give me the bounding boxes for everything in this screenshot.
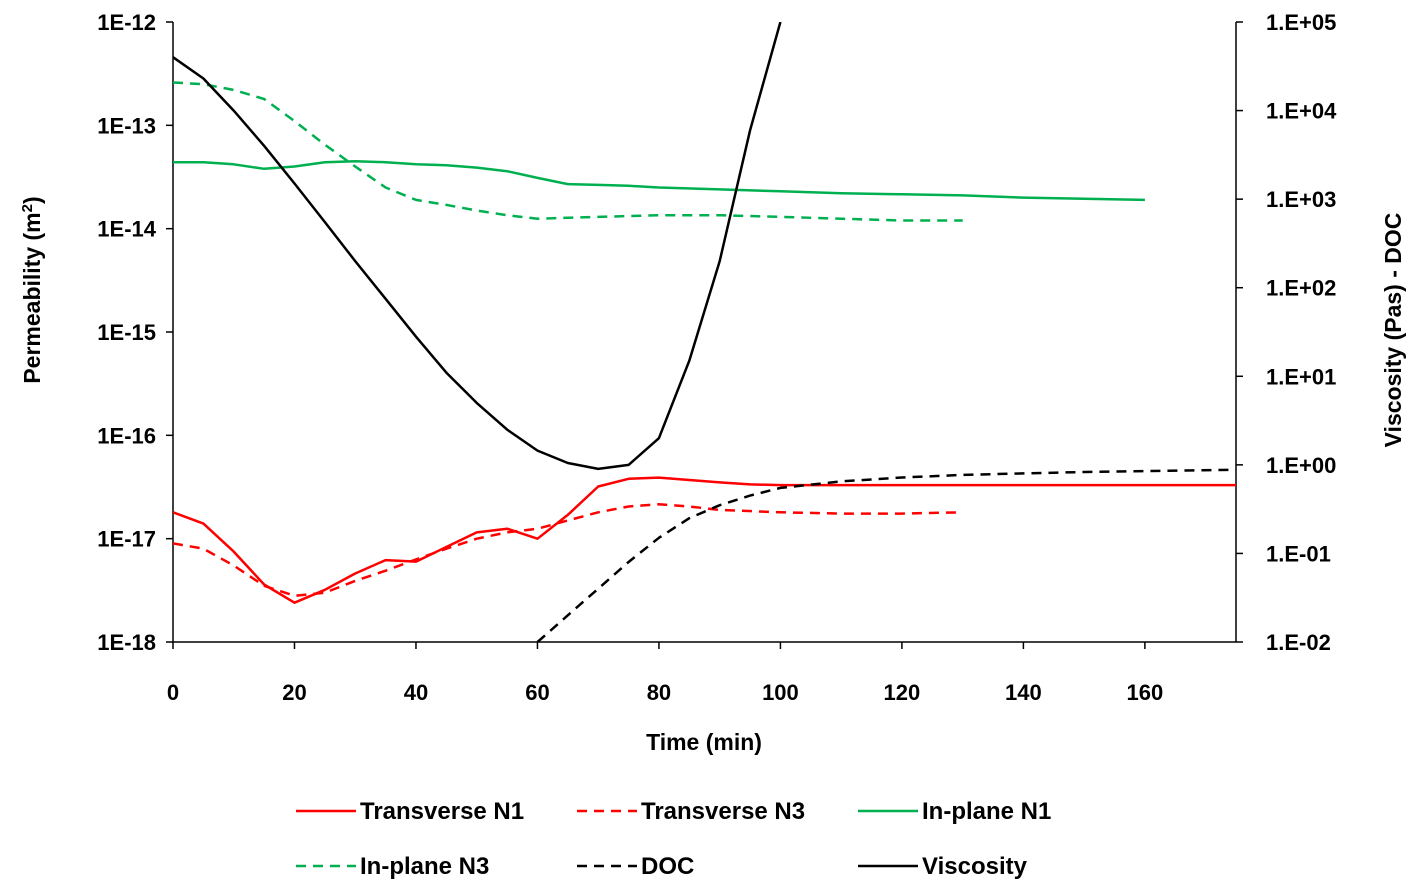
series-line-transverse-n3 (173, 503, 963, 598)
x-tick-label: 60 (525, 680, 549, 705)
y-right-tick-label: 1.E-02 (1266, 630, 1331, 655)
x-axis-title: Time (min) (646, 729, 762, 755)
y-left-tick-label: 1E-13 (97, 113, 156, 138)
series-lines (173, 22, 1236, 642)
legend-label: In-plane N3 (360, 853, 489, 880)
y-left-axis-title-superscript: 2 (19, 204, 36, 212)
legend-label: Viscosity (922, 853, 1028, 880)
x-tick-label: 140 (1005, 680, 1042, 705)
series-line-transverse-n1 (173, 476, 1236, 604)
x-tick-label: 120 (884, 680, 921, 705)
legend-label: In-plane N1 (922, 798, 1051, 825)
series-line-in-plane-n1 (173, 159, 1145, 202)
x-tick-label: 40 (404, 680, 428, 705)
x-tick-label: 20 (282, 680, 306, 705)
y-left-tick-label: 1E-15 (97, 320, 156, 345)
x-tick-label: 160 (1127, 680, 1164, 705)
series-line-doc (536, 468, 1236, 642)
y-right-tick-label: 1.E+00 (1266, 453, 1336, 478)
y-left-axis-title-text: Permeability (m (19, 212, 45, 383)
y-left-tick-label: 1E-18 (97, 630, 156, 655)
y-left-tick-label: 1E-17 (97, 527, 156, 552)
y-right-tick-label: 1.E-01 (1266, 541, 1331, 566)
x-tick-label: 100 (762, 680, 799, 705)
legend-label: DOC (641, 853, 694, 880)
y-right-tick-labels: 1.E-02 1.E-01 1.E+00 1.E+01 1.E+02 1.E+03 1.E+… (1236, 10, 1337, 655)
legend: Transverse N1 Transverse N3 In-plane N1 In-… (296, 798, 1051, 880)
y-left-axis-title-close: ) (19, 196, 45, 204)
y-left-tick-label: 1E-16 (97, 423, 156, 448)
y-right-tick-label: 1.E+02 (1266, 276, 1336, 301)
y-left-tick-labels: 1E-18 1E-17 1E-16 1E-15 1E-14 1E-13 1E-12 (97, 10, 173, 655)
x-tick-label: 80 (647, 680, 671, 705)
series-line-viscosity (173, 22, 782, 471)
legend-label: Transverse N1 (360, 798, 524, 825)
y-right-tick-label: 1.E+05 (1266, 10, 1336, 35)
x-tick-labels: 0 20 40 60 80 100 120 140 160 (167, 642, 1163, 705)
axes (172, 22, 1237, 643)
legend-label: Transverse N3 (641, 798, 805, 825)
x-tick-label: 0 (167, 680, 179, 705)
y-right-tick-label: 1.E+04 (1266, 99, 1337, 124)
y-right-tick-label: 1.E+03 (1266, 187, 1336, 212)
y-right-axis-title: Viscosity (Pas) - DOC (1380, 213, 1406, 448)
y-left-axis-title: Permeability (m2) (19, 196, 46, 383)
y-left-tick-label: 1E-12 (97, 10, 156, 35)
series-line-in-plane-n3 (173, 81, 963, 222)
y-left-tick-label: 1E-14 (97, 217, 156, 242)
y-right-tick-label: 1.E+01 (1266, 364, 1336, 389)
